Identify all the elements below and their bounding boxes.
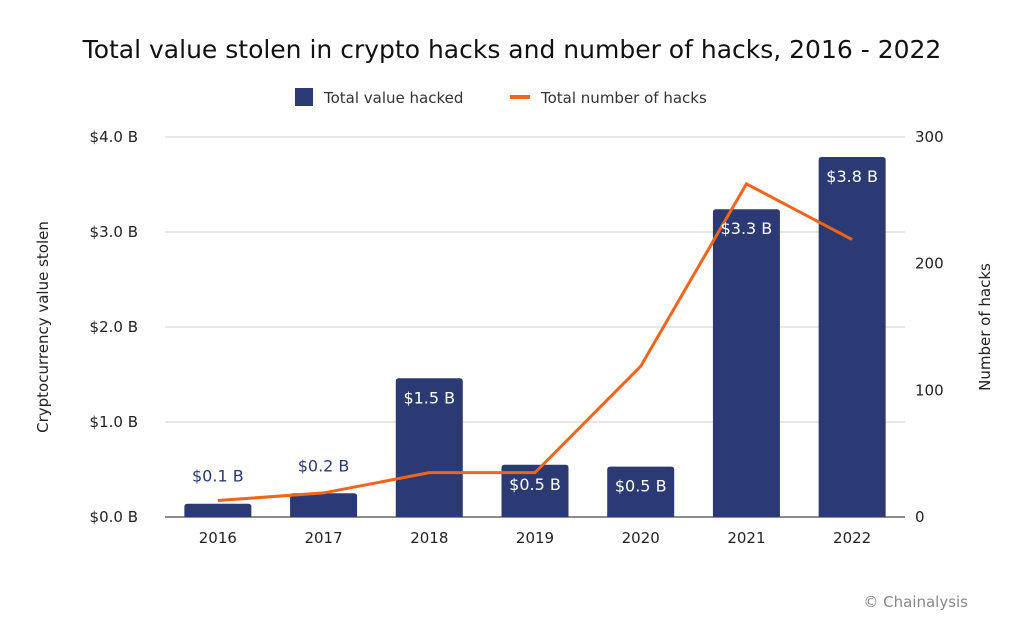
bar-data-label: $0.2 B (298, 456, 350, 475)
credit: © Chainalysis (863, 593, 968, 611)
y-right-tick-label: 100 (915, 381, 944, 399)
bar (819, 157, 886, 517)
bar-data-label: $0.5 B (615, 477, 667, 496)
y-right-tick-label: 300 (915, 128, 944, 146)
y-right-tick-label: 200 (915, 255, 944, 273)
y-axis-right-label: Number of hacks (976, 263, 994, 391)
x-tick-label: 2017 (304, 529, 342, 547)
x-tick-label: 2018 (410, 529, 448, 547)
y-tick-label: $1.0 B (90, 413, 138, 431)
legend-swatch-line (510, 95, 530, 99)
chart-title: Total value stolen in crypto hacks and n… (82, 35, 942, 64)
x-tick-label: 2020 (622, 529, 660, 547)
y-axis-label: Cryptocurrency value stolen (34, 221, 52, 433)
y-tick-label: $2.0 B (90, 318, 138, 336)
y-tick-label: $0.0 B (90, 508, 138, 526)
bar-data-label: $1.5 B (403, 388, 455, 407)
legend: Total value hacked Total number of hacks (295, 88, 707, 107)
legend-label-line: Total number of hacks (540, 89, 707, 107)
bar-data-label: $3.8 B (826, 167, 878, 186)
y-right-tick-label: 0 (915, 508, 925, 526)
bar-data-label: $3.3 B (721, 219, 773, 238)
x-tick-label: 2016 (199, 529, 237, 547)
legend-label-bar: Total value hacked (323, 89, 463, 107)
y-tick-label: $4.0 B (90, 128, 138, 146)
y-tick-label: $3.0 B (90, 223, 138, 241)
bar (713, 209, 780, 517)
legend-swatch-bar (295, 88, 313, 106)
bar-data-label: $0.1 B (192, 467, 244, 486)
x-tick-label: 2019 (516, 529, 554, 547)
bar-data-label: $0.5 B (509, 475, 561, 494)
x-tick-label: 2022 (833, 529, 871, 547)
bar (184, 504, 251, 517)
bar (290, 493, 357, 517)
x-tick-label: 2021 (727, 529, 765, 547)
